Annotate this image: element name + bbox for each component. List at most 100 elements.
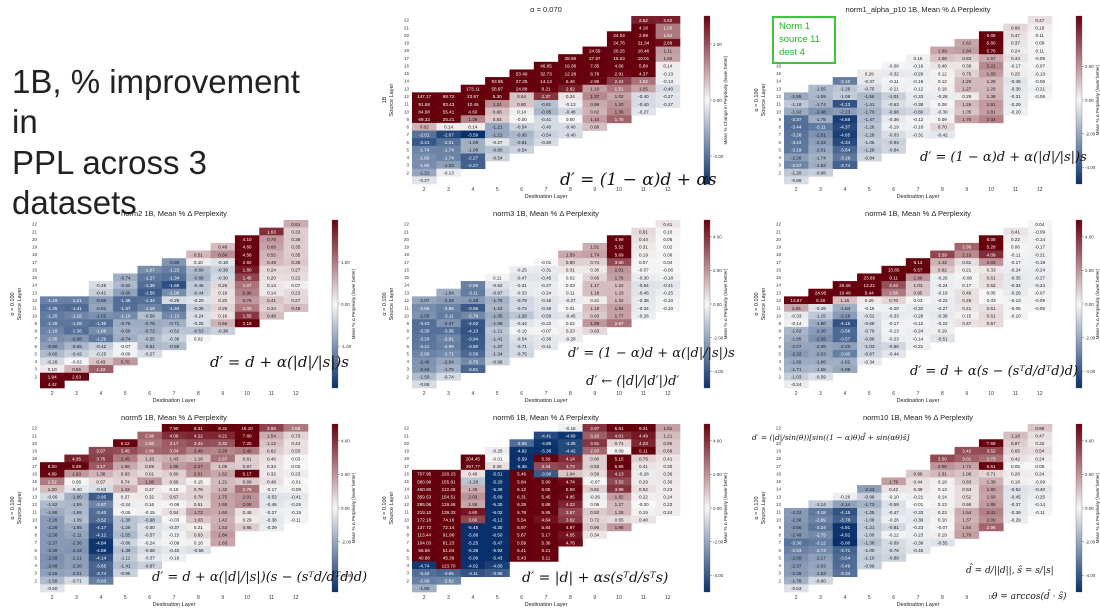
- x-tick-label: 7: [173, 595, 176, 601]
- cell-value-label: 0.32: [145, 495, 154, 500]
- heatmap-cell: [40, 485, 65, 494]
- heatmap-cell: [533, 288, 559, 297]
- cell-value-label: -0.08: [888, 64, 899, 69]
- heatmap-cell: [832, 561, 858, 570]
- cell-value-label: 0.15: [639, 510, 648, 515]
- heatmap-cell: [210, 469, 236, 478]
- x-tick-label: 4: [472, 187, 475, 193]
- heatmap-cell: [436, 515, 462, 524]
- cell-value-label: -2.95: [443, 306, 454, 311]
- cell-value-label: 4.22: [194, 433, 203, 438]
- y-tick-label: 6: [778, 140, 781, 145]
- cell-value-label: 5.18: [816, 298, 825, 303]
- heatmap-cell: [509, 107, 535, 116]
- heatmap-cell: [210, 281, 236, 290]
- cell-value-label: 3.40: [889, 283, 898, 288]
- heatmap-cell: [954, 54, 980, 63]
- cell-value-label: -0.28: [638, 472, 649, 477]
- heatmap-cell: [631, 46, 656, 55]
- cell-value-label: 7.35: [590, 64, 599, 69]
- heatmap-cell: [161, 454, 187, 463]
- heatmap-cell: [436, 469, 462, 478]
- heatmap-cell: [930, 92, 955, 101]
- colorbar: [703, 15, 711, 185]
- cell-value-label: -0.15: [144, 510, 155, 515]
- heatmap-cell: [582, 500, 608, 509]
- heatmap-cell: [606, 296, 632, 305]
- cell-value-label: 0.18: [1011, 479, 1020, 484]
- heatmap-cell: [978, 469, 1004, 478]
- cell-value-label: -1.28: [71, 321, 82, 326]
- heatmap-cell: [558, 281, 583, 290]
- heatmap-cell: [1003, 281, 1028, 290]
- heatmap-cell: [832, 492, 858, 501]
- heatmap-cell: [857, 115, 882, 124]
- cell-value-label: -1.21: [71, 298, 82, 303]
- heatmap-cell: [582, 515, 608, 524]
- cell-value-label: 0.96: [914, 472, 923, 477]
- cell-value-label: -0.34: [638, 306, 649, 311]
- heatmap-cell: [582, 319, 608, 328]
- heatmap-cell: [234, 242, 260, 251]
- cell-value-label: -0.58: [541, 313, 552, 318]
- heatmap-cell: [905, 130, 931, 139]
- cell-value-label: -0.18: [217, 260, 228, 265]
- x-tick-label: 12: [1037, 187, 1043, 193]
- heatmap-cell: [905, 265, 931, 274]
- y-tick-label: 17: [404, 56, 410, 61]
- heatmap-cell: [655, 250, 681, 259]
- cell-value-label: -1.83: [815, 163, 826, 168]
- chart-title: norm6 1B, Mean % Δ Perplexity: [493, 413, 599, 422]
- cell-value-label: 1.12: [267, 441, 276, 446]
- heatmap-cell: [40, 326, 65, 335]
- cell-value-label: -0.23: [888, 336, 899, 341]
- formula-norm10-defs: d̂ = d/||d||, ŝ = s/|s|: [966, 566, 1054, 576]
- cell-value-label: -5.38: [541, 449, 552, 454]
- heatmap-cell: [631, 84, 656, 93]
- cell-value-label: 0.07: [291, 283, 300, 288]
- cell-value-label: -3.64: [840, 148, 851, 153]
- cell-value-label: 2.73: [987, 456, 996, 461]
- heatmap-cell: [509, 304, 535, 312]
- cell-value-label: 0.89: [663, 449, 672, 454]
- heatmap-cell: [40, 523, 65, 532]
- heatmap-cell: [905, 304, 931, 312]
- cell-value-label: 17.97: [589, 56, 601, 61]
- cell-value-label: 5.21: [542, 548, 551, 553]
- cell-value-label: 0.30: [663, 464, 672, 469]
- cell-value-label: -0.14: [1035, 502, 1046, 507]
- y-tick-label: 6: [34, 344, 37, 349]
- heatmap-cell: [412, 342, 437, 351]
- heatmap-cell: [137, 508, 163, 516]
- heatmap-cell: [905, 107, 931, 116]
- x-tick-label: 3: [819, 187, 822, 193]
- heatmap-cell: [954, 530, 980, 539]
- heatmap-cell: [113, 357, 138, 366]
- cell-value-label: -0.20: [193, 298, 204, 303]
- cell-value-label: 14.13: [540, 79, 552, 84]
- heatmap-cell: [954, 477, 980, 486]
- heatmap-cell: [40, 380, 65, 389]
- heatmap-cell: [558, 61, 583, 70]
- cell-value-label: 5.78: [517, 510, 526, 515]
- cell-value-label: -0.27: [937, 306, 948, 311]
- heatmap-cell: [64, 523, 90, 532]
- heatmap-cell: [259, 431, 284, 440]
- x-tick-label: 8: [569, 391, 572, 397]
- cell-value-label: 1.38: [987, 94, 996, 99]
- cell-value-label: 0.16: [194, 540, 203, 545]
- cell-value-label: 0.83: [590, 464, 599, 469]
- cell-value-label: -4.89: [565, 433, 576, 438]
- heatmap-cell: [1003, 273, 1028, 282]
- heatmap-cell: [509, 546, 535, 555]
- heatmap-cell: [784, 122, 809, 131]
- heatmap-cell: [857, 296, 882, 305]
- heatmap-cell: [582, 61, 608, 70]
- heatmap-cell: [460, 530, 486, 539]
- heatmap-cell: [88, 569, 114, 578]
- heatmap-cell: [655, 296, 681, 305]
- cell-value-label: 119.48: [442, 502, 456, 507]
- heatmap-cell: [88, 500, 114, 509]
- cell-value-label: 0.46: [267, 456, 276, 461]
- cell-value-label: 1.03: [914, 283, 923, 288]
